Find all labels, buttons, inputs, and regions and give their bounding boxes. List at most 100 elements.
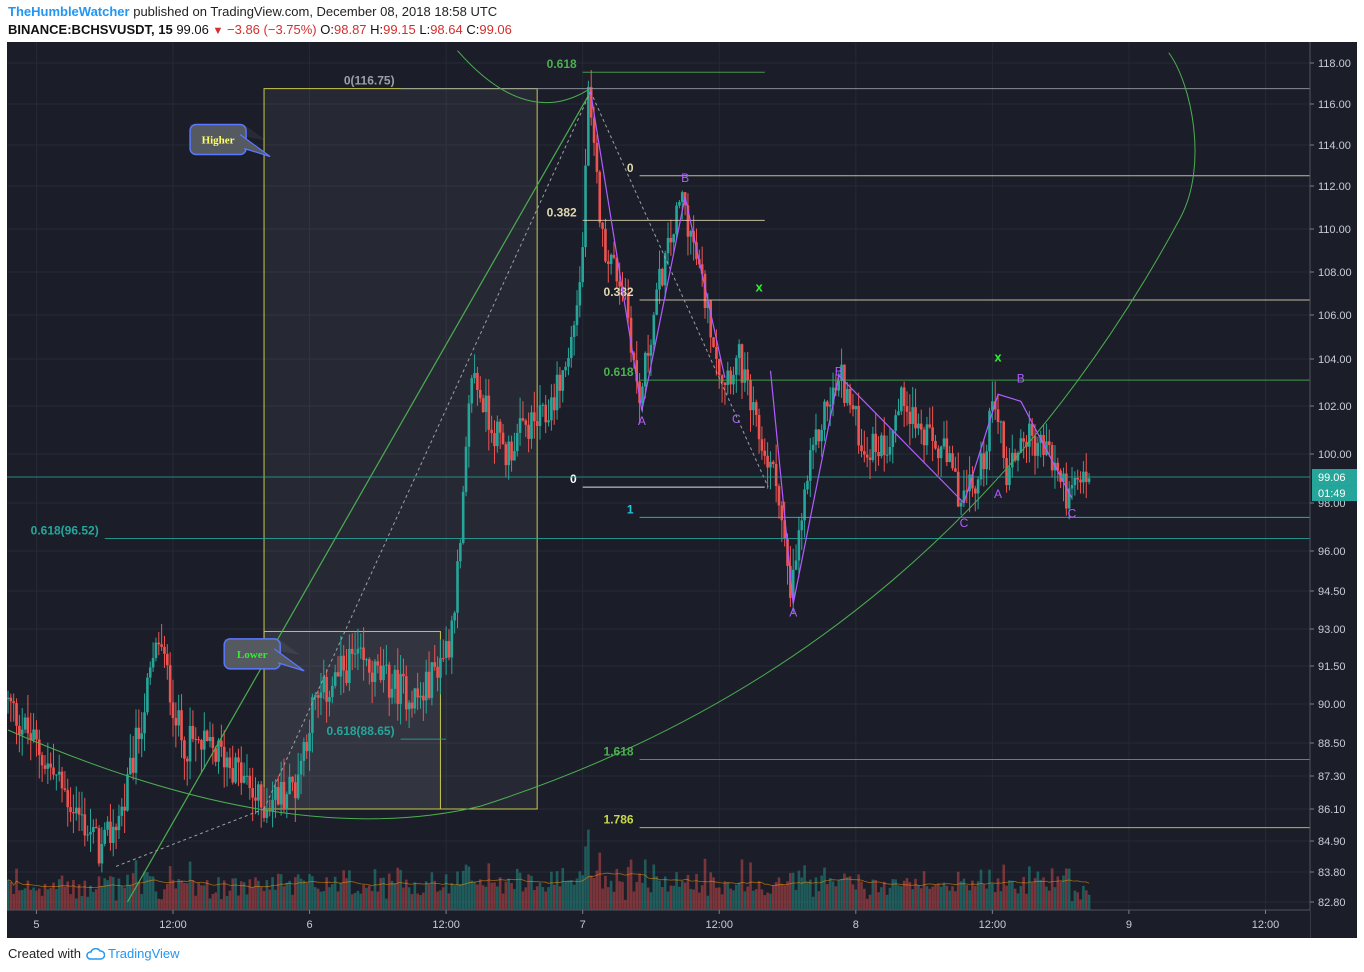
volume-bar xyxy=(709,872,713,910)
candle-body xyxy=(336,672,340,677)
candle-body xyxy=(609,254,613,264)
candle-body xyxy=(783,520,786,539)
candle-body xyxy=(641,386,644,404)
volume-bar xyxy=(979,869,983,910)
candle-body xyxy=(9,697,13,702)
volume-bar xyxy=(510,883,513,910)
volume-bar xyxy=(811,896,815,910)
fib-level-label: 0.618 xyxy=(547,57,577,71)
candle-body xyxy=(390,688,394,698)
volume-bar xyxy=(459,884,462,910)
volume-bar xyxy=(26,880,30,910)
candle-body xyxy=(669,237,673,243)
volume-bar xyxy=(999,891,1003,910)
volume-bar xyxy=(148,876,152,910)
wave-pattern-line xyxy=(769,370,965,604)
fib-level-label: 0 xyxy=(570,472,577,486)
candle-body xyxy=(86,834,89,836)
volume-bar xyxy=(706,895,710,910)
volume-bar xyxy=(922,871,926,910)
candle-body xyxy=(1070,485,1074,489)
volume-bar xyxy=(820,875,823,910)
volume-bar xyxy=(476,884,479,910)
volume-bar xyxy=(390,880,394,910)
author-link[interactable]: TheHumbleWatcher xyxy=(8,4,130,19)
volume-bar xyxy=(339,882,343,910)
volume-bar xyxy=(1005,885,1008,910)
volume-bar xyxy=(615,868,619,910)
time-axis[interactable]: 5 12:00 6 12:00 7 12:00 8 12:00 9 12:00 xyxy=(7,909,1310,938)
price-axis[interactable]: 118.00 116.00 114.00 112.00 110.00 108.00 106.… xyxy=(7,42,1357,938)
candle-body xyxy=(305,741,309,752)
volume-bar xyxy=(205,880,209,910)
volume-bar xyxy=(612,891,616,910)
candle-body xyxy=(294,782,297,799)
candle-body xyxy=(171,702,175,719)
candle-body xyxy=(129,757,132,775)
callout-text: Lower xyxy=(237,649,268,661)
volume-bar xyxy=(652,864,656,910)
tradingview-logo[interactable]: TradingView xyxy=(85,946,180,961)
volume-bar xyxy=(985,888,988,910)
candle-body xyxy=(570,336,573,358)
wave-pattern-line xyxy=(590,91,726,411)
volume-bar xyxy=(1036,871,1040,910)
time-tick-label: 12:00 xyxy=(432,919,460,931)
volume-bar xyxy=(567,880,570,910)
fib-level-label: 0 xyxy=(627,161,634,175)
candle-body xyxy=(530,412,533,439)
candle-body xyxy=(396,669,400,704)
candle-body xyxy=(1047,441,1051,446)
volume-bar xyxy=(262,890,266,910)
volume-bar xyxy=(80,895,84,910)
footer: Created with TradingView xyxy=(8,946,180,961)
candle-body xyxy=(794,560,798,570)
price-tick-label: 102.00 xyxy=(1318,401,1352,413)
time-tick-label: 12:00 xyxy=(705,919,733,931)
candle-body xyxy=(1045,441,1048,456)
volume-bar xyxy=(441,887,445,910)
volume-bar xyxy=(1047,890,1051,910)
volume-bar xyxy=(308,874,311,910)
volume-bar xyxy=(1033,878,1037,910)
volume-bar xyxy=(575,878,579,910)
volume-bar xyxy=(626,867,630,910)
candle-body xyxy=(612,254,616,258)
fib-level-label: 0.618 xyxy=(604,365,634,379)
volume-bar xyxy=(675,872,678,910)
candle-body xyxy=(140,733,144,739)
candle-body xyxy=(851,405,855,410)
volume-bar xyxy=(1073,890,1077,910)
volume-bar xyxy=(845,877,849,910)
trend-dashed-line xyxy=(115,808,265,867)
price-change: −3.86 (−3.75%) xyxy=(227,22,317,37)
volume-bar xyxy=(197,882,200,910)
volume-bar xyxy=(769,893,772,910)
volume-bar xyxy=(541,887,545,910)
candle-body xyxy=(109,821,112,843)
candle-body xyxy=(680,192,684,202)
candle-body xyxy=(166,653,169,666)
candle-body xyxy=(242,775,246,783)
candle-body xyxy=(134,727,138,773)
candle-body xyxy=(877,452,880,457)
price-chart[interactable]: 0(116.75) 0.618(96.52) 0.618(88.65) 0.618 0.… xyxy=(7,42,1357,938)
volume-bar xyxy=(217,877,220,910)
volume-bar xyxy=(276,873,280,910)
wave-label: A xyxy=(638,414,646,428)
candle-body xyxy=(368,659,371,673)
fib-arc xyxy=(480,52,1196,807)
volume-bar xyxy=(333,876,337,910)
candle-body xyxy=(533,412,536,422)
candle-body xyxy=(322,676,326,693)
candle-body xyxy=(1025,441,1028,447)
volume-bar xyxy=(555,871,559,910)
candle-body xyxy=(942,438,946,447)
volume-bar xyxy=(959,881,963,910)
candle-body xyxy=(581,247,584,283)
candle-body xyxy=(1076,477,1080,480)
volume-bar xyxy=(393,883,397,910)
candle-body xyxy=(971,474,974,489)
candle-body xyxy=(646,352,650,356)
candle-body xyxy=(15,703,18,726)
